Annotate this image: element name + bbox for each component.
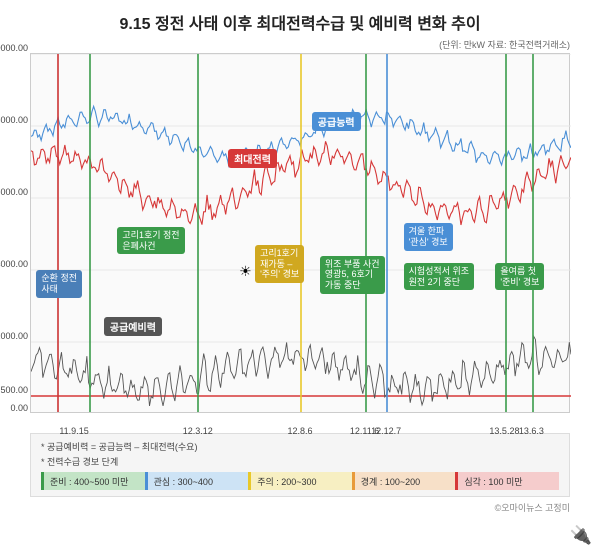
- x-tick-label: 12.3.12: [183, 426, 213, 436]
- x-tick-label: 13.5.28: [489, 426, 519, 436]
- event-vline: [89, 54, 91, 412]
- series-label: 공급능력: [312, 112, 361, 131]
- event-vline: [505, 54, 507, 412]
- sun-icon: ☀: [239, 263, 252, 280]
- event-vline: [365, 54, 367, 412]
- y-tick-label: 6000.00: [0, 187, 28, 197]
- y-tick-label: 10000.00: [0, 43, 28, 53]
- x-tick-label: 13.6.3: [519, 426, 544, 436]
- unit-label: (단위: 만kW 자료: 한국전력거래소): [0, 38, 600, 51]
- y-tick-label: 2000.00: [0, 331, 28, 341]
- event-annotation: 올여름 첫'준비' 경보: [495, 263, 544, 291]
- series-label: 최대전력: [228, 149, 277, 168]
- event-annotation: 시험성적서 위조원전 2기 중단: [404, 263, 474, 291]
- alert-level-cell: 경계 : 100~200: [352, 472, 456, 490]
- y-tick-label: 500.00: [0, 385, 28, 395]
- series-label: 공급예비력: [104, 317, 162, 336]
- alert-level-cell: 관심 : 300~400: [145, 472, 249, 490]
- credit-line: ©오마이뉴스 고정미: [0, 497, 600, 514]
- plug-icon: 🔌: [570, 525, 592, 546]
- chart-title: 9.15 정전 사태 이후 최대전력수급 및 예비력 변화 추이: [0, 0, 600, 38]
- x-tick-label: 12.8.6: [287, 426, 312, 436]
- alert-level-cell: 준비 : 400~500 미만: [41, 472, 145, 490]
- event-annotation: 고리1호기 정전은폐사건: [117, 227, 184, 255]
- y-axis-labels: 10000.008000.006000.004000.002000.00500.…: [0, 48, 28, 406]
- alert-level-cell: 심각 : 100 미만: [455, 472, 559, 490]
- y-tick-label: 0.00: [10, 403, 28, 413]
- x-tick-label: 11.9.15: [59, 426, 88, 436]
- event-annotation: 순환 정전사태: [36, 270, 82, 298]
- y-tick-label: 8000.00: [0, 115, 28, 125]
- legend-note-1: * 공급예비력 = 공급능력 – 최대전력(수요): [41, 440, 559, 453]
- alert-level-cell: 주의 : 200~300: [248, 472, 352, 490]
- legend-note-2: * 전력수급 경보 단계: [41, 455, 559, 468]
- event-annotation: 위조 부품 사건영광5, 6호기가동 중단: [320, 256, 385, 294]
- event-vline: [532, 54, 534, 412]
- legend-box: * 공급예비력 = 공급능력 – 최대전력(수요) * 전력수급 경보 단계 준…: [30, 433, 570, 497]
- event-vline: [300, 54, 302, 412]
- event-annotation: 고리1호기재가동 –'주의' 경보: [255, 245, 304, 283]
- event-annotation: 겨울 한파'관심' 경보: [404, 223, 453, 251]
- y-tick-label: 4000.00: [0, 259, 28, 269]
- chart-plot-area: 10000.008000.006000.004000.002000.00500.…: [30, 53, 570, 413]
- event-vline: [57, 54, 59, 412]
- x-tick-label: 12.12.7: [371, 426, 401, 436]
- chart-container: 9.15 정전 사태 이후 최대전력수급 및 예비력 변화 추이 (단위: 만k…: [0, 0, 600, 550]
- event-vline: [386, 54, 388, 412]
- alert-levels-row: 준비 : 400~500 미만관심 : 300~400주의 : 200~300경…: [41, 472, 559, 490]
- event-vline: [197, 54, 199, 412]
